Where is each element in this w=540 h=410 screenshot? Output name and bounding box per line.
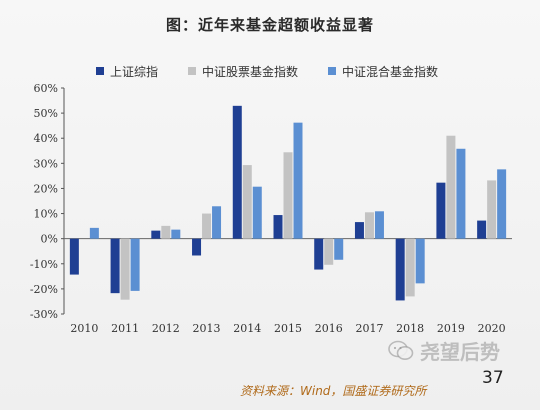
bar-series-3-2010 <box>89 227 99 239</box>
bar-series-2-2012 <box>161 225 171 239</box>
legend-item-series-1: 上证综指 <box>96 62 158 80</box>
bar-series-1-2016 <box>314 238 324 270</box>
bar-series-3-2016 <box>334 238 344 260</box>
bar-series-3-2014 <box>252 186 262 239</box>
bar-series-3-2013 <box>212 206 222 239</box>
bar-series-3-2020 <box>497 169 507 239</box>
bar-series-2-2011 <box>120 238 130 300</box>
bar-series-2-2016 <box>324 238 334 265</box>
legend-swatch-series-3 <box>328 67 337 75</box>
bar-series-1-2012 <box>151 230 161 239</box>
watermark: 尧望后势 <box>388 336 500 365</box>
y-tick-label: 20% <box>34 182 58 195</box>
x-tick-label-2019: 2019 <box>437 322 465 335</box>
chart-legend: 上证综指 中证股票基金指数 中证混合基金指数 <box>96 62 516 80</box>
x-tick-label-2017: 2017 <box>355 322 383 335</box>
legend-swatch-series-1 <box>96 67 104 75</box>
y-tick-label: 50% <box>34 107 58 120</box>
legend-item-series-3: 中证混合基金指数 <box>328 62 438 80</box>
chart-title: 图：近年来基金超额收益显著 <box>165 16 374 34</box>
y-tick-label: 60% <box>34 82 58 95</box>
x-tick-label-2016: 2016 <box>315 322 343 335</box>
legend-label-series-1: 上证综指 <box>110 64 159 79</box>
bar-series-3-2011 <box>130 238 140 291</box>
y-tick-label: 0% <box>41 233 58 246</box>
page-number: 37 <box>482 368 504 388</box>
y-tick-label: -30% <box>30 308 58 321</box>
x-tick-label-2011: 2011 <box>111 322 139 335</box>
bar-series-1-2010 <box>69 238 79 275</box>
bar-series-3-2017 <box>374 211 384 239</box>
bar-series-2-2019 <box>446 135 456 239</box>
legend-label-series-2: 中证股票基金指数 <box>202 64 299 79</box>
bar-series-3-2015 <box>293 122 303 239</box>
bar-series-1-2019 <box>436 182 446 239</box>
y-tick-label: 40% <box>34 132 58 145</box>
bar-series-2-2018 <box>405 238 415 297</box>
bar-series-3-2012 <box>171 229 181 239</box>
bar-series-1-2017 <box>354 222 364 239</box>
bar-series-2-2017 <box>364 212 374 239</box>
x-tick-label-2018: 2018 <box>396 322 424 335</box>
bar-series-2-2013 <box>202 213 212 239</box>
y-tick-label: -10% <box>30 258 58 271</box>
x-tick-label-2012: 2012 <box>152 322 180 335</box>
x-tick-label-2013: 2013 <box>193 322 221 335</box>
bar-series-2-2015 <box>283 152 293 239</box>
source-note: 资料来源：Wind，国盛证券研究所 <box>240 384 427 398</box>
bar-series-1-2018 <box>395 238 405 301</box>
bar-series-1-2013 <box>192 238 202 256</box>
bar-series-1-2011 <box>110 238 120 294</box>
watermark-text: 尧望后势 <box>420 340 500 364</box>
bar-series-3-2019 <box>456 148 466 239</box>
wechat-icon <box>388 340 414 360</box>
bar-series-1-2020 <box>477 220 487 239</box>
x-tick-label-2020: 2020 <box>478 322 506 335</box>
bar-series-3-2018 <box>415 238 425 284</box>
bar-series-1-2015 <box>273 215 283 239</box>
x-tick-label-2015: 2015 <box>274 322 302 335</box>
legend-swatch-series-2 <box>188 67 197 75</box>
bar-series-1-2014 <box>232 105 242 239</box>
y-tick-label: -20% <box>30 283 58 296</box>
legend-item-series-2: 中证股票基金指数 <box>188 62 298 80</box>
y-tick-label: 30% <box>34 157 58 170</box>
bar-series-2-2014 <box>242 165 252 239</box>
y-tick-label: 10% <box>34 208 58 221</box>
x-tick-label-2014: 2014 <box>233 322 261 335</box>
legend-label-series-3: 中证混合基金指数 <box>342 64 439 79</box>
x-tick-label-2010: 2010 <box>70 322 98 335</box>
bar-series-2-2020 <box>487 180 497 239</box>
